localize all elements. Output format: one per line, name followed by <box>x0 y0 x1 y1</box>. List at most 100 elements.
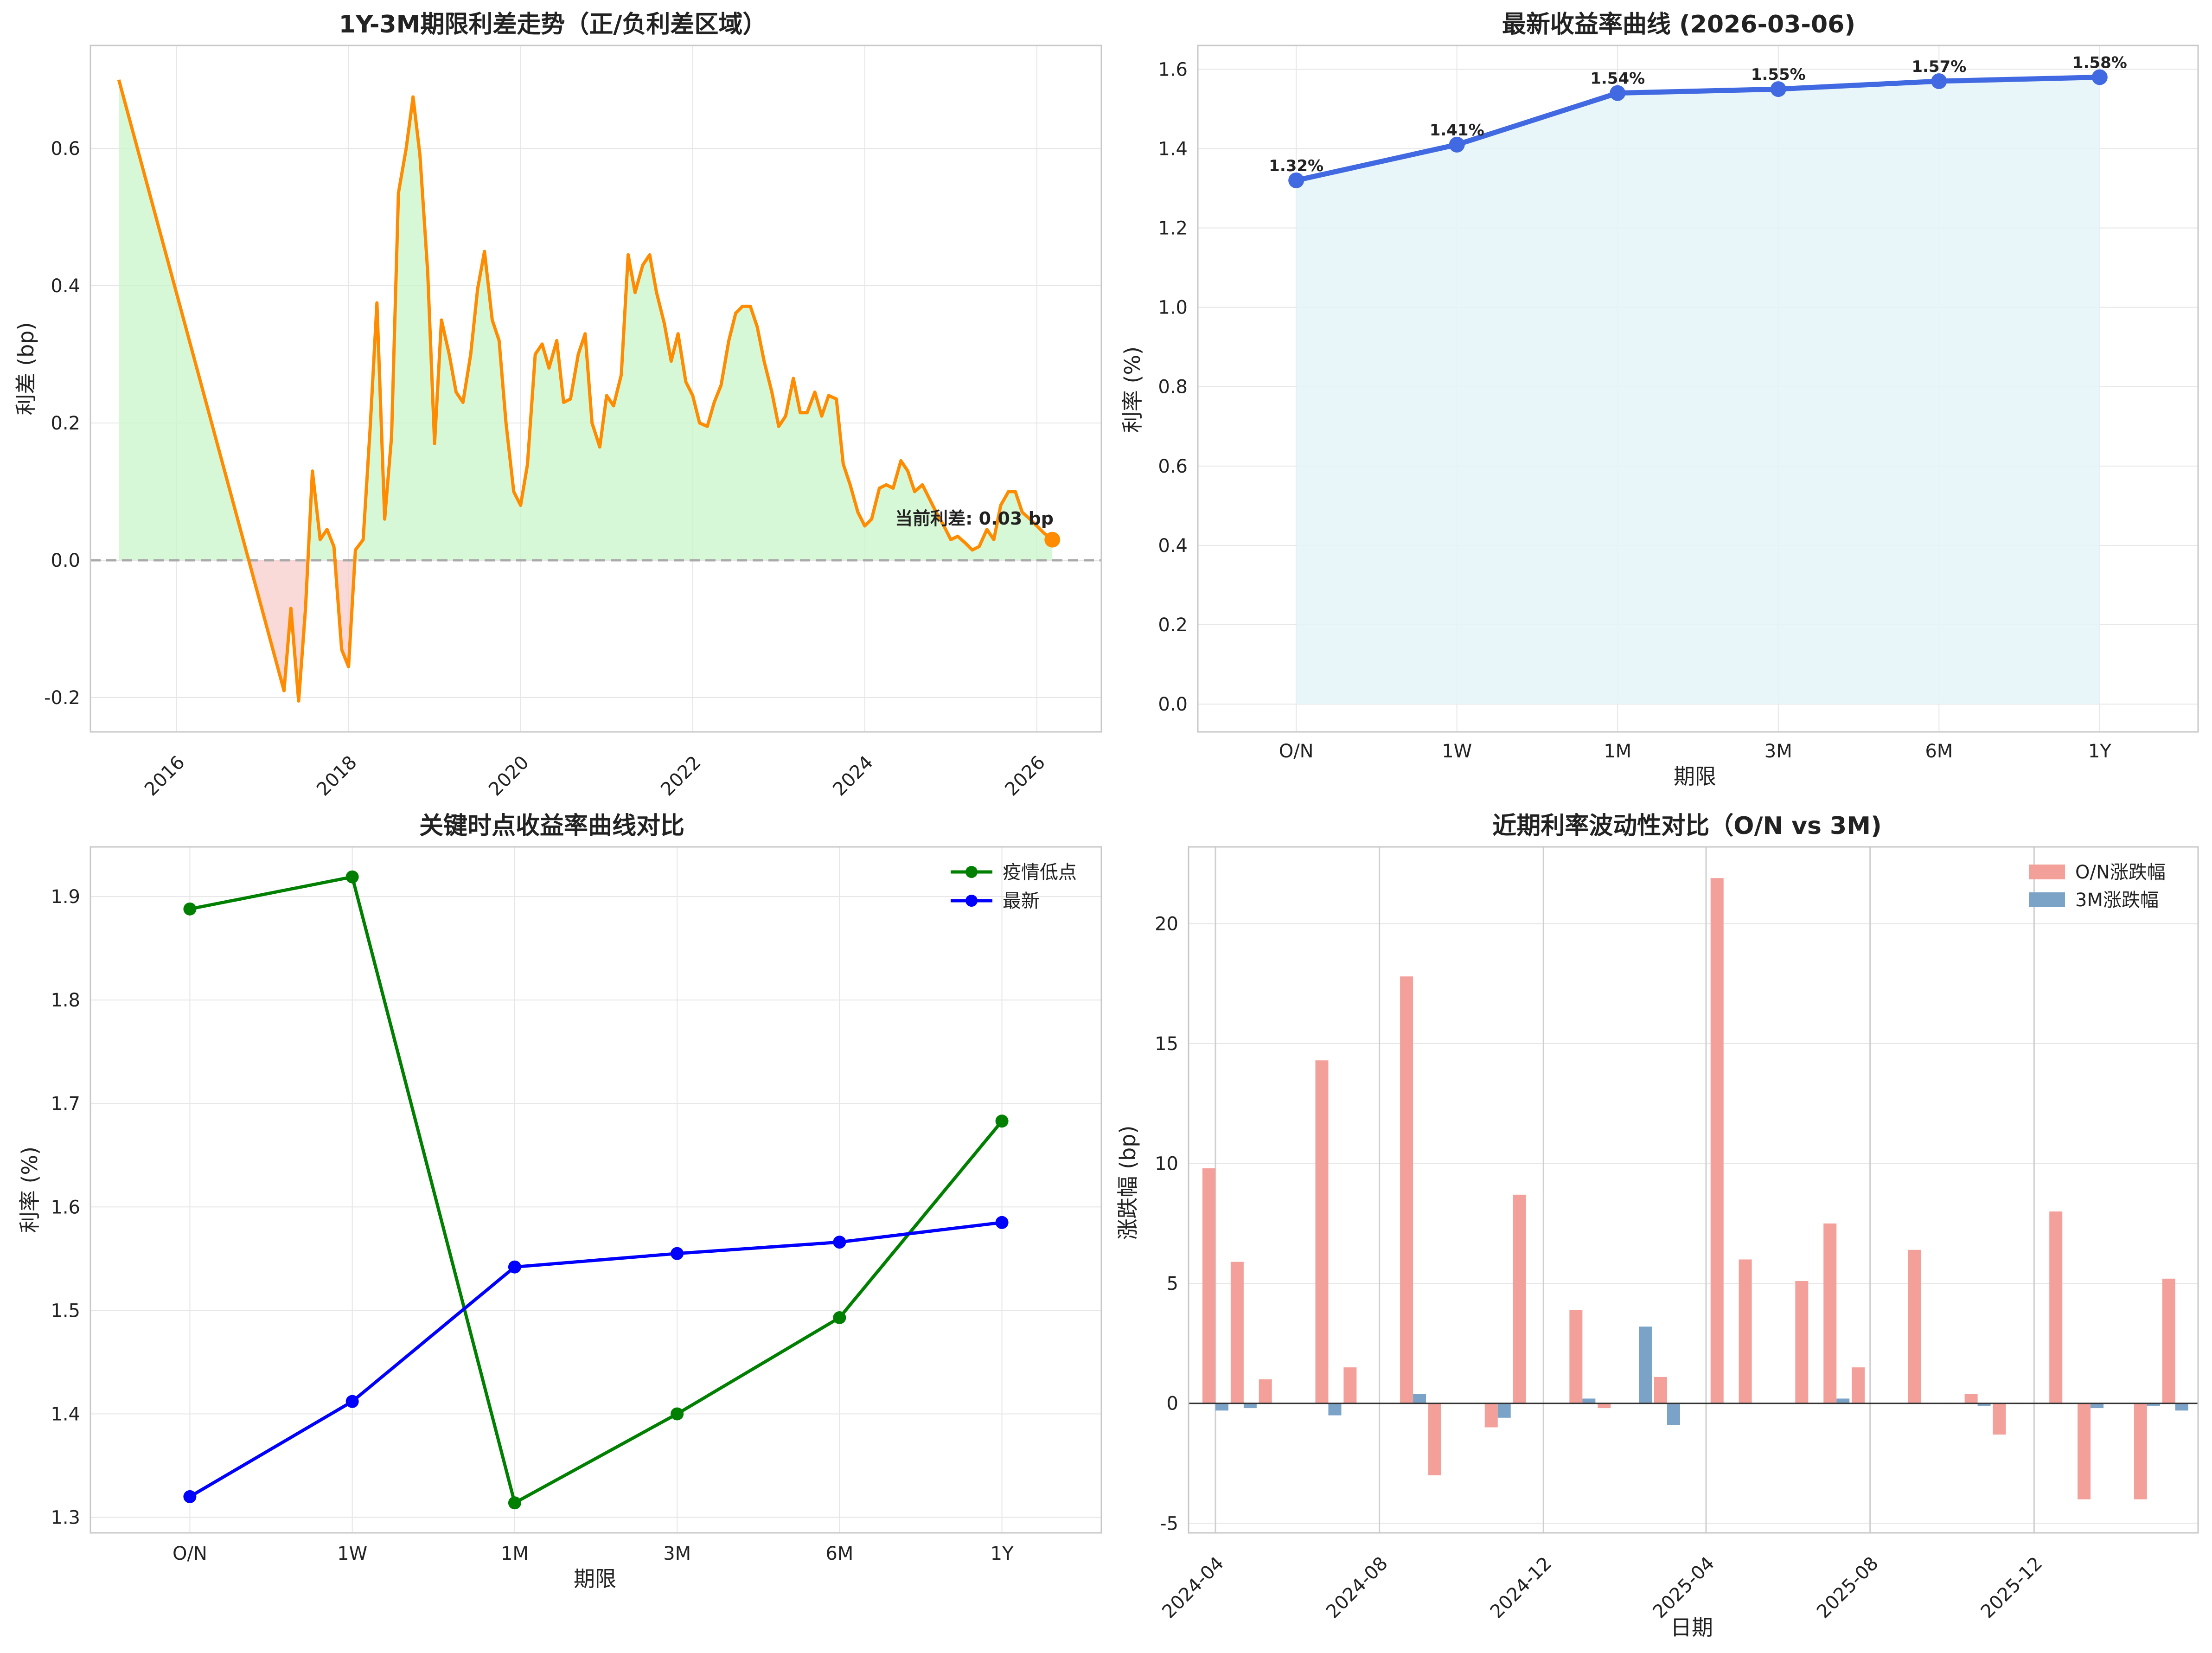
3m-change-bar <box>1667 1403 1680 1425</box>
panel-compare: 关键时点收益率曲线对比 利率 (%) 期限 1.3 1.4 1.5 1.6 1.7 1.8… <box>17 812 1102 1591</box>
compare-xtick-label: 1M <box>501 1543 529 1564</box>
vol-ytick-label: 5 <box>1167 1273 1178 1294</box>
compare-series-point <box>345 870 359 884</box>
on-change-bar <box>1654 1377 1667 1403</box>
3m-change-bar <box>1497 1403 1511 1418</box>
curve-xlabel: 期限 <box>1674 764 1716 789</box>
3m-change-bar <box>1582 1398 1596 1403</box>
curve-data-label: 1.41% <box>1430 121 1484 140</box>
legend-label: 3M涨跌幅 <box>2075 890 2159 911</box>
compare-series-line <box>189 1221 1002 1498</box>
on-change-bar <box>1230 1262 1244 1403</box>
curve-data-label: 1.32% <box>1269 157 1323 175</box>
curve-plot-frame <box>1197 45 2199 733</box>
compare-series-point <box>833 1311 846 1324</box>
compare-xtick-label: 1Y <box>991 1543 1014 1564</box>
compare-series-point <box>671 1407 684 1421</box>
on-change-bar <box>2078 1403 2091 1499</box>
legend-marker <box>965 895 978 907</box>
on-change-bar <box>1993 1403 2006 1435</box>
on-change-bar <box>1428 1403 1441 1475</box>
compare-ytick-label: 1.8 <box>51 990 80 1011</box>
legend-swatch <box>2029 865 2065 879</box>
spread-line <box>117 79 1054 703</box>
on-change-bar <box>1852 1367 1865 1403</box>
curve-xtick-label: 1Y <box>2088 741 2111 762</box>
curve-ytick-label: 0.0 <box>1158 694 1188 715</box>
on-change-bar <box>1598 1403 1611 1409</box>
spread-annotation: 当前利差: 0.03 bp <box>895 508 1054 529</box>
3m-change-bar <box>2091 1403 2104 1409</box>
compare-ytick-label: 1.4 <box>51 1403 80 1425</box>
compare-xtick-label: 3M <box>663 1543 691 1564</box>
curve-point <box>1770 81 1786 97</box>
legend-label: 疫情低点 <box>1003 862 1077 883</box>
curve-point <box>1610 85 1626 101</box>
vol-ylabel: 涨跌幅 (bp) <box>1115 1126 1140 1240</box>
legend-marker <box>965 866 978 878</box>
current-spread-point <box>1044 532 1061 548</box>
spread-ytick-label: -0.2 <box>44 687 80 709</box>
3m-change-bar <box>2147 1403 2160 1406</box>
curve-fill-area <box>1296 77 2100 705</box>
on-change-bar <box>2049 1211 2063 1403</box>
on-change-bar <box>1908 1249 1921 1403</box>
curve-ytick-label: 0.8 <box>1158 377 1188 398</box>
spread-ytick-label: 0.4 <box>51 276 80 297</box>
compare-ylabel: 利率 (%) <box>17 1147 42 1233</box>
curve-point <box>1288 172 1304 188</box>
3m-change-bar <box>1243 1403 1257 1409</box>
vol-title: 近期利率波动性对比（O/N vs 3M) <box>1492 812 1881 840</box>
on-change-bar <box>1513 1194 1526 1403</box>
compare-series-point <box>508 1496 521 1510</box>
3m-change-bar <box>1413 1394 1426 1403</box>
compare-ytick-label: 1.9 <box>51 886 80 908</box>
curve-point <box>1931 73 1947 89</box>
panel-curve: 最新收益率曲线 (2026-03-06) 利率 (%) 期限 0.0 0.2 0.4… <box>1120 11 2199 789</box>
compare-title: 关键时点收益率曲线对比 <box>419 812 684 840</box>
spread-ytick-label: 0.6 <box>51 138 80 160</box>
compare-series-point <box>345 1395 359 1408</box>
curve-xtick-label: 3M <box>1764 741 1792 762</box>
panel-spread: 1Y-3M期限利差走势（正/负利差区域） 利差 (bp) -0.2 0.0 0.2 0… <box>13 11 1102 800</box>
curve-ytick-label: 1.4 <box>1158 138 1188 160</box>
on-change-bar <box>1795 1281 1809 1403</box>
vol-ytick-label: 10 <box>1155 1153 1178 1175</box>
compare-ytick-label: 1.6 <box>51 1197 80 1218</box>
compare-series-point <box>508 1260 521 1274</box>
compare-xtick-label: 1W <box>337 1543 367 1564</box>
3m-change-bar <box>1215 1403 1228 1411</box>
curve-ytick-label: 1.6 <box>1158 59 1188 80</box>
3m-change-bar <box>1639 1326 1652 1403</box>
vol-ytick-label: -5 <box>1160 1513 1178 1534</box>
vol-ytick-label: 0 <box>1167 1393 1178 1415</box>
curve-xtick-label: 1M <box>1604 741 1631 762</box>
curve-xtick-label: 1W <box>1442 741 1472 762</box>
curve-ytick-label: 1.2 <box>1158 218 1188 239</box>
curve-point <box>1449 136 1465 153</box>
curve-data-label: 1.58% <box>2072 53 2127 72</box>
on-change-bar <box>1202 1168 1215 1403</box>
legend-label: 最新 <box>1003 891 1040 912</box>
on-change-bar <box>1569 1310 1583 1403</box>
curve-data-label: 1.54% <box>1590 70 1645 88</box>
curve-ylabel: 利率 (%) <box>1120 346 1145 433</box>
compare-ytick-label: 1.7 <box>51 1093 80 1115</box>
curve-ytick-label: 0.6 <box>1158 456 1188 477</box>
compare-xlabel: 期限 <box>574 1566 616 1591</box>
3m-change-bar <box>1328 1403 1342 1416</box>
on-change-bar <box>1400 976 1413 1403</box>
spread-ytick-label: 0.0 <box>51 550 80 571</box>
3m-change-bar <box>2175 1403 2188 1411</box>
curve-xtick-label: O/N <box>1279 741 1314 762</box>
compare-xtick-label: 6M <box>825 1543 853 1564</box>
curve-ytick-label: 1.0 <box>1158 297 1188 319</box>
compare-series-point <box>183 1490 197 1503</box>
spread-title: 1Y-3M期限利差走势（正/负利差区域） <box>339 11 767 38</box>
compare-xtick-label: O/N <box>173 1543 207 1564</box>
curve-xtick-label: 6M <box>1925 741 1953 762</box>
compare-series-point <box>671 1247 684 1260</box>
spread-ylabel: 利差 (bp) <box>13 322 38 416</box>
on-change-bar <box>1484 1403 1498 1428</box>
